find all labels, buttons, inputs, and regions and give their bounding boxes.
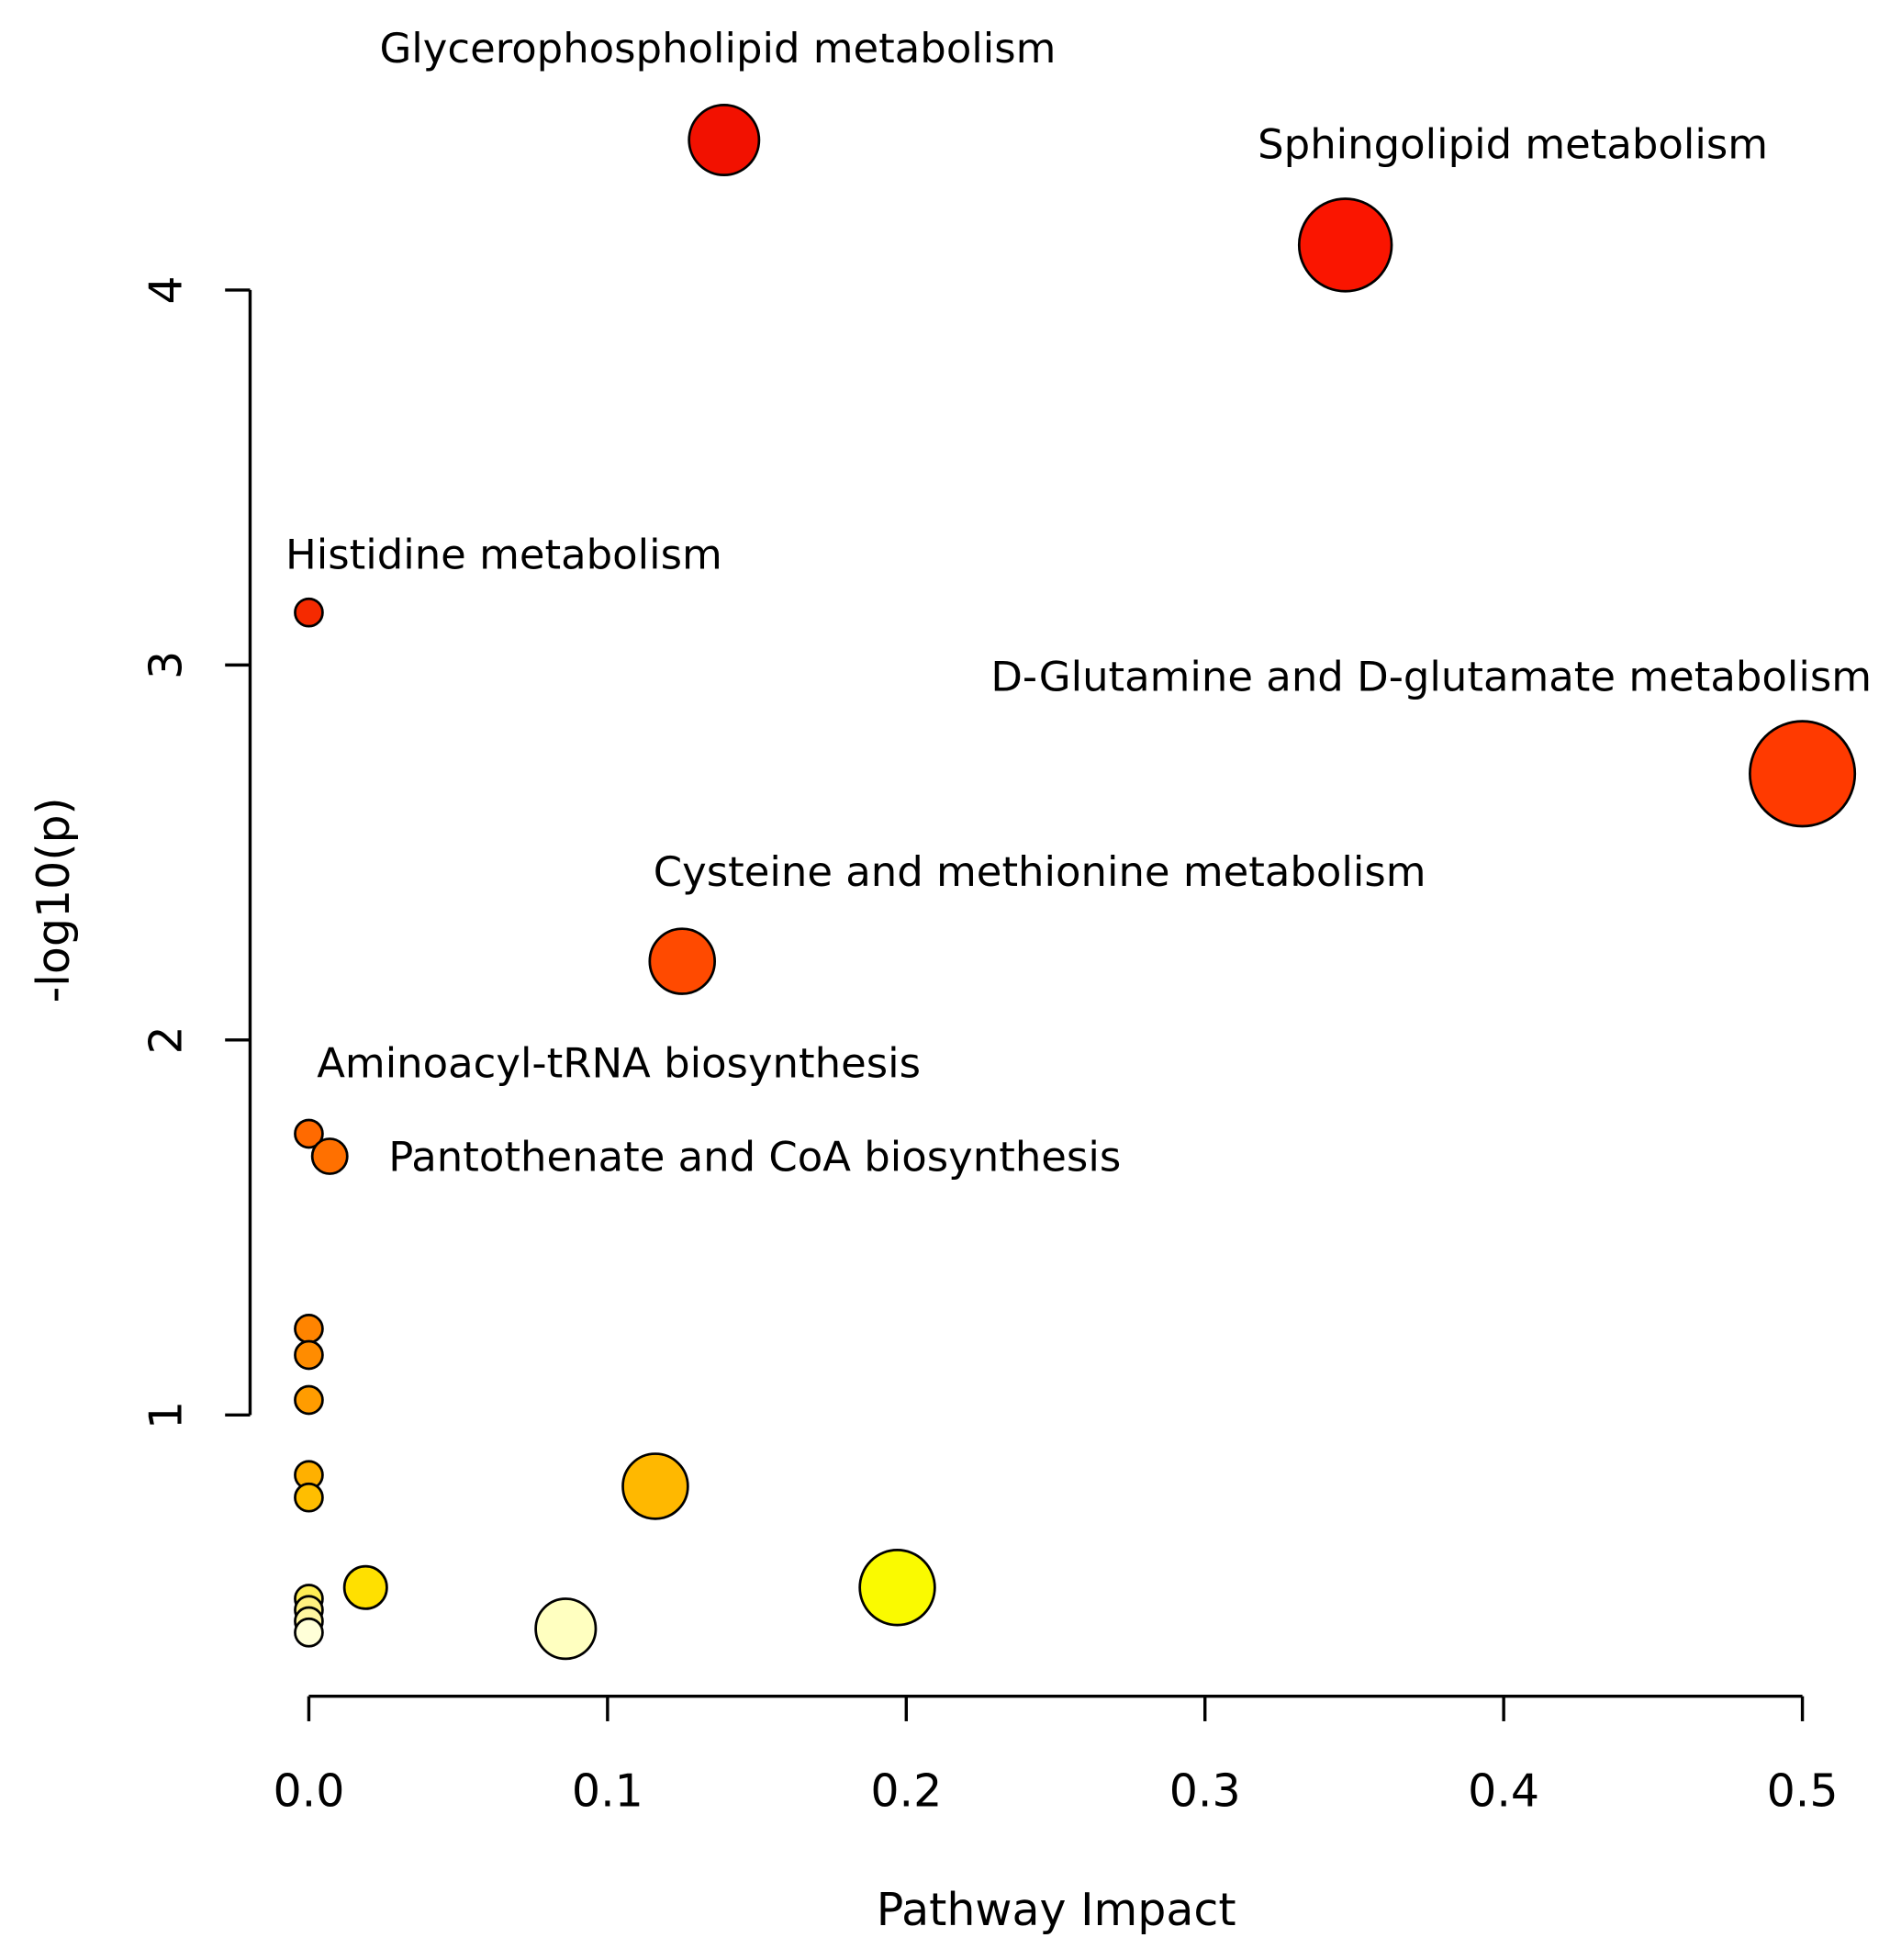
bubble (688, 104, 761, 176)
y-tick-label: 2 (140, 1025, 192, 1054)
bubble (1749, 720, 1857, 828)
bubble (858, 1549, 936, 1627)
y-tick-label: 3 (140, 651, 192, 679)
point-label: Cysteine and methionine metabolism (654, 847, 1426, 896)
x-tick-label: 0.4 (1468, 1764, 1539, 1817)
point-label: D-Glutamine and D-glutamate metabolism (990, 653, 1872, 701)
bubble (294, 597, 324, 628)
point-label: Aminoacyl-tRNA biosynthesis (317, 1038, 921, 1087)
y-tick-label: 4 (140, 275, 192, 304)
x-tick-label: 0.2 (870, 1764, 942, 1817)
bubble (648, 927, 716, 995)
bubble (294, 1339, 324, 1371)
bubble (310, 1137, 349, 1175)
point-label: Glycerophospholipid metabolism (380, 24, 1057, 73)
bubble (294, 1617, 324, 1648)
bubble (294, 1118, 324, 1149)
bubble (294, 1384, 324, 1416)
y-tick-label: 1 (140, 1401, 192, 1429)
bubble (294, 1482, 324, 1513)
x-tick-label: 0.1 (572, 1764, 643, 1817)
bubble (1297, 197, 1393, 293)
x-tick-label: 0.5 (1767, 1764, 1839, 1817)
bubble (294, 1314, 324, 1344)
x-axis-title: Pathway Impact (877, 1884, 1236, 1936)
point-label: Sphingolipid metabolism (1258, 120, 1768, 169)
x-tick-label: 0.0 (273, 1764, 344, 1817)
x-tick-label: 0.3 (1169, 1764, 1241, 1817)
point-label: Pantothenate and CoA biosynthesis (388, 1133, 1121, 1182)
bubble (342, 1564, 388, 1610)
point-label: Histidine metabolism (285, 530, 722, 578)
y-axis-title: -log10(p) (28, 797, 80, 1002)
bubble (534, 1597, 598, 1661)
bubble (621, 1452, 689, 1520)
